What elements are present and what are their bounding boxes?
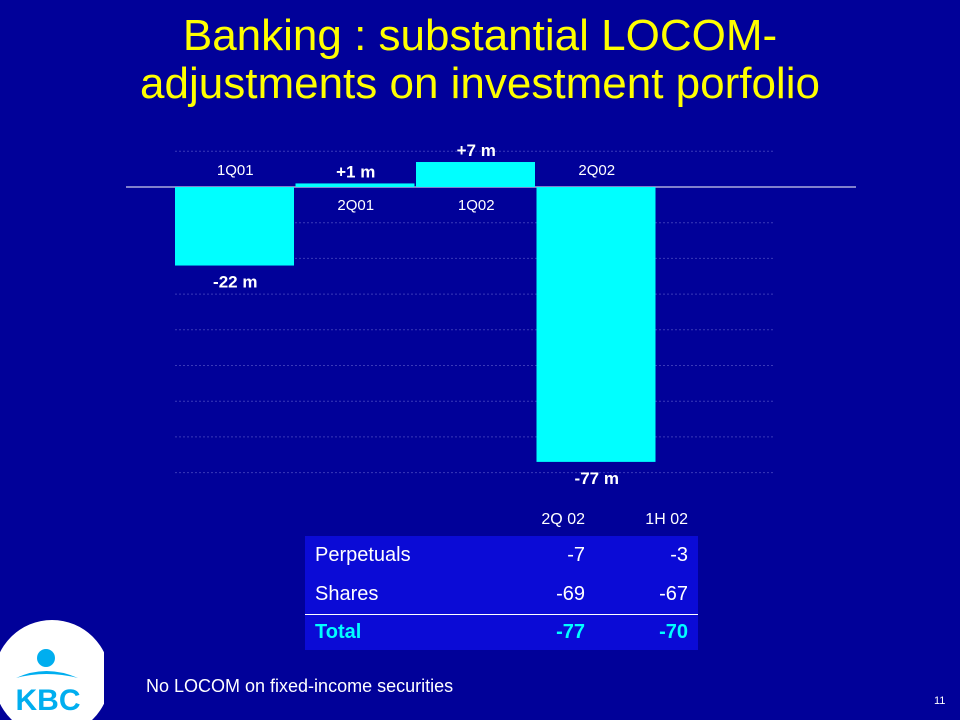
row-value-2q02: -77: [475, 614, 595, 650]
table-row-perpetuals: Perpetuals -7 -3: [305, 536, 698, 575]
table-header-2q02: 2Q 02: [541, 511, 585, 528]
table-header-1h02: 1H 02: [645, 511, 688, 528]
logo-background: [0, 620, 104, 720]
logo-text: KBC: [16, 684, 81, 717]
locom-chart: 1Q01 -22 m 2Q01 +1 m 1Q02 +7 m 2Q02 -77 m: [126, 141, 856, 488]
category-label: 1Q02: [458, 197, 495, 214]
table-header-row: 2Q 02 1H 02: [305, 504, 698, 536]
bar-1q02: [416, 162, 535, 187]
bar-2q02: [536, 187, 656, 462]
value-label: +1 m: [336, 162, 375, 181]
locom-table: 2Q 02 1H 02 Perpetuals -7 -3 Shares -69 …: [305, 504, 698, 650]
slide-title-line-2: adjustments on investment porfolio: [140, 59, 820, 108]
slide-title: Banking : substantial LOCOM- adjustments…: [0, 12, 960, 108]
logo-arc: [16, 671, 78, 678]
logo-head: [37, 649, 55, 667]
row-value-2q02: -7: [567, 544, 585, 566]
row-value-1h02: -3: [670, 544, 688, 566]
category-label: 2Q01: [337, 197, 374, 214]
kbc-logo-icon: KBC: [0, 620, 104, 720]
table-header-blank: [305, 504, 475, 536]
value-label: -22 m: [213, 273, 257, 292]
row-label: Perpetuals: [315, 544, 411, 566]
category-label: 2Q02: [578, 162, 615, 179]
table-row-shares: Shares -69 -67: [305, 575, 698, 615]
row-value-1h02: -67: [659, 583, 688, 605]
bar-1q01: [175, 187, 294, 266]
category-label: 1Q01: [217, 162, 254, 179]
value-label: -77 m: [575, 469, 619, 488]
footnote: No LOCOM on fixed-income securities: [146, 676, 454, 696]
table-row-total: Total -77 -70: [305, 614, 698, 650]
row-label: Shares: [315, 583, 379, 605]
row-value-2q02: -69: [556, 583, 585, 605]
row-label: Total: [305, 614, 475, 650]
bar-2q01: [295, 183, 415, 187]
row-value-1h02: -70: [595, 614, 698, 650]
slide-title-line-1: Banking : substantial LOCOM-: [182, 11, 778, 60]
page-number: 11: [934, 695, 946, 707]
value-label: +7 m: [457, 141, 496, 160]
